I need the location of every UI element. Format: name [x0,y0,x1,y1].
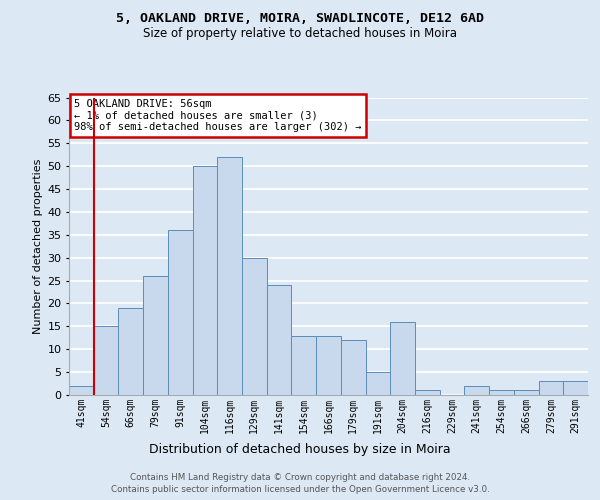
Bar [514,390,539,395]
Y-axis label: Number of detached properties: Number of detached properties [33,158,43,334]
Text: Size of property relative to detached houses in Moira: Size of property relative to detached ho… [143,28,457,40]
Text: Contains HM Land Registry data © Crown copyright and database right 2024.: Contains HM Land Registry data © Crown c… [130,472,470,482]
Bar [168,230,193,395]
Bar [292,336,316,395]
Bar [316,336,341,395]
Bar [193,166,217,395]
Bar [118,308,143,395]
Bar [267,285,292,395]
Bar [143,276,168,395]
Bar [390,322,415,395]
Text: 5, OAKLAND DRIVE, MOIRA, SWADLINCOTE, DE12 6AD: 5, OAKLAND DRIVE, MOIRA, SWADLINCOTE, DE… [116,12,484,26]
Bar [69,386,94,395]
Bar [365,372,390,395]
Bar [464,386,489,395]
Bar [217,157,242,395]
Text: Contains public sector information licensed under the Open Government Licence v3: Contains public sector information licen… [110,485,490,494]
Bar [489,390,514,395]
Bar [94,326,118,395]
Text: 5 OAKLAND DRIVE: 56sqm
← 1% of detached houses are smaller (3)
98% of semi-detac: 5 OAKLAND DRIVE: 56sqm ← 1% of detached … [74,99,362,132]
Bar [242,258,267,395]
Bar [539,382,563,395]
Bar [415,390,440,395]
Bar [563,382,588,395]
Text: Distribution of detached houses by size in Moira: Distribution of detached houses by size … [149,442,451,456]
Bar [341,340,365,395]
